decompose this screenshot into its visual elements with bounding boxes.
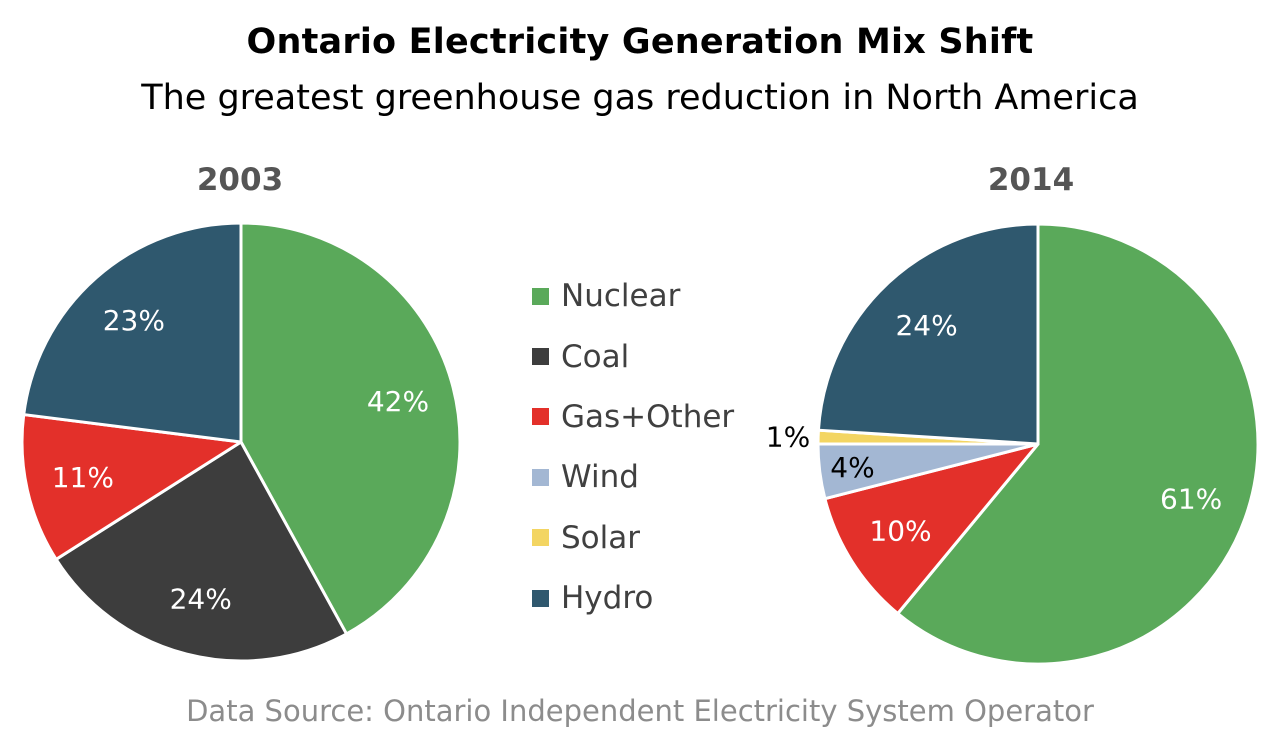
slice-2014-nuclear	[896, 222, 1260, 666]
legend-label-wind: Wind	[561, 459, 639, 496]
slice-2003-gas-other	[20, 413, 243, 561]
data-label-2003-coal: 24%	[170, 582, 232, 615]
legend-label-hydro: Hydro	[561, 580, 654, 617]
legend-label-coal: Coal	[561, 338, 630, 375]
slice-2003-coal	[54, 440, 349, 663]
legend-swatch-hydro	[532, 589, 549, 607]
legend-item-solar: Solar	[532, 508, 734, 568]
data-label-2014-nuclear: 61%	[1160, 483, 1222, 516]
legend-item-coal: Coal	[532, 326, 734, 386]
legend-item-gas-other: Gas+Other	[532, 387, 734, 447]
data-label-2014-gas-other: 10%	[869, 515, 931, 548]
data-label-2003-nuclear: 42%	[367, 385, 429, 418]
pie-title-2014: 2014	[987, 162, 1075, 198]
legend-label-nuclear: Nuclear	[561, 278, 681, 315]
data-source: Data Source: Ontario Independent Electri…	[186, 694, 1094, 728]
pie-2003: 42% 24% 11% 23%	[20, 221, 462, 663]
legend-swatch-coal	[532, 348, 549, 366]
pie-2014: 61% 10% 4% 1% 24%	[766, 222, 1260, 666]
data-label-2014-hydro: 24%	[895, 309, 957, 342]
legend-swatch-gas-other	[532, 408, 549, 426]
legend-label-solar: Solar	[561, 519, 640, 556]
data-label-2014-wind: 4%	[830, 451, 874, 484]
data-label-2003-gas-other: 11%	[52, 461, 114, 494]
data-label-2003-hydro: 23%	[103, 304, 165, 337]
pie-title-2003: 2003	[196, 162, 284, 198]
data-label-2014-solar: 1%	[766, 421, 810, 454]
legend-item-hydro: Hydro	[532, 568, 734, 628]
slice-2014-hydro	[816, 222, 1040, 446]
legend-swatch-nuclear	[532, 287, 549, 305]
slice-2003-hydro	[22, 221, 243, 444]
slice-2003-nuclear	[239, 221, 462, 636]
legend: Nuclear Coal Gas+Other Wind Solar Hydro	[532, 266, 734, 628]
legend-label-gas-other: Gas+Other	[561, 398, 735, 435]
legend-swatch-wind	[532, 468, 549, 486]
chart-title: Ontario Electricity Generation Mix Shift	[246, 22, 1034, 62]
legend-swatch-solar	[532, 529, 549, 547]
legend-item-wind: Wind	[532, 447, 734, 507]
chart-subtitle: The greatest greenhouse gas reduction in…	[141, 78, 1139, 118]
legend-item-nuclear: Nuclear	[532, 266, 734, 326]
